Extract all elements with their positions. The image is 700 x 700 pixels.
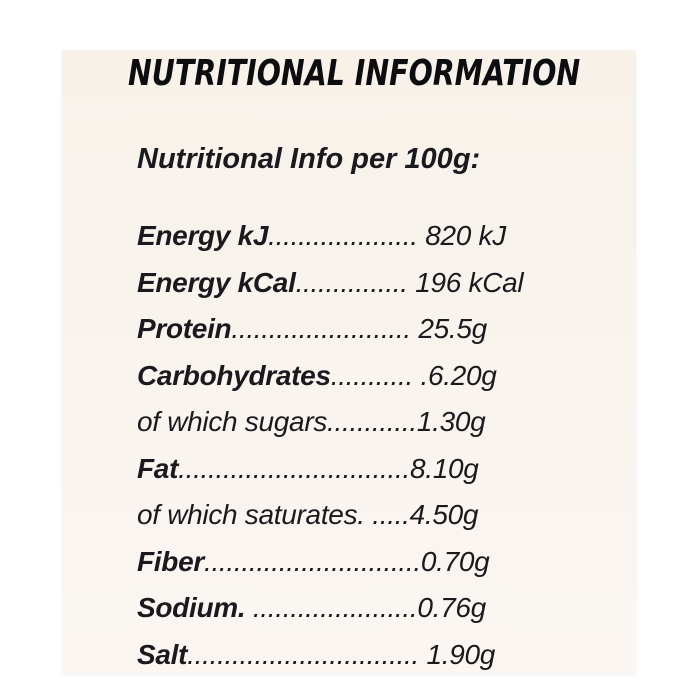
dot-leader: ............ bbox=[327, 406, 417, 437]
nutrient-label: Salt bbox=[137, 638, 188, 670]
table-row-energy-kcal: Energy kCal............... 196 kCal bbox=[137, 260, 616, 307]
nutrient-label: of which sugars bbox=[137, 406, 328, 437]
nutrient-value: 8.10g bbox=[409, 452, 479, 484]
table-row-saturates: of which saturates. .....4.50g bbox=[137, 492, 616, 539]
nutrient-label: Fat bbox=[137, 452, 179, 484]
table-row-carbohydrates: Carbohydrates........... .6.20g bbox=[137, 353, 616, 400]
table-row-sugars: of which sugars............1.30g bbox=[137, 399, 616, 446]
nutrient-label: Carbohydrates bbox=[137, 359, 331, 391]
dot-leader: ............................... bbox=[178, 452, 410, 484]
nutrient-value: 1.30g bbox=[416, 406, 486, 437]
table-row-protein: Protein........................ 25.5g bbox=[137, 306, 616, 353]
nutrient-value: 1.90g bbox=[419, 638, 496, 670]
nutrient-value: 820 kJ bbox=[417, 220, 506, 251]
table-row-fat: Fat...............................8.10g bbox=[137, 446, 616, 493]
dot-leader: ..... bbox=[364, 499, 410, 530]
nutrient-value: 0.70g bbox=[420, 545, 490, 577]
serving-size-subtitle: Nutritional Info per 100g: bbox=[137, 143, 481, 175]
table-row-energy-kj: Energy kJ.................... 820 kJ bbox=[137, 213, 616, 260]
page-title: NUTRITIONAL INFORMATION bbox=[128, 53, 581, 94]
nutrient-label: Fiber bbox=[137, 545, 204, 577]
nutrient-value: 4.50g bbox=[409, 499, 479, 530]
table-row-salt: Salt............................... 1.90… bbox=[137, 632, 616, 679]
table-row-sodium: Sodium. ......................0.76g bbox=[137, 585, 616, 632]
nutrient-value: 196 kCal bbox=[407, 266, 524, 298]
nutrition-label-card: NUTRITIONAL INFORMATION Nutritional Info… bbox=[62, 50, 636, 672]
nutrient-label: Protein bbox=[137, 313, 232, 344]
dot-leader: ............... bbox=[295, 266, 409, 298]
table-row-fiber: Fiber.............................0.70g bbox=[137, 539, 616, 586]
dot-leader: ............................... bbox=[187, 638, 420, 670]
nutrient-label: Sodium. bbox=[137, 592, 246, 623]
dot-leader: ........... bbox=[330, 359, 414, 391]
nutrient-label: of which saturates. bbox=[137, 499, 365, 530]
nutrition-table: Energy kJ.................... 820 kJ Ene… bbox=[137, 213, 616, 678]
dot-leader: ...................... bbox=[245, 592, 418, 623]
nutrient-label: Energy kJ bbox=[137, 220, 269, 251]
nutrient-label: Energy kCal bbox=[137, 266, 296, 298]
nutrient-value: .6.20g bbox=[413, 359, 497, 391]
nutrient-value: 25.5g bbox=[410, 313, 487, 344]
dot-leader: .................... bbox=[268, 220, 418, 251]
nutrient-value: 0.76g bbox=[417, 592, 486, 623]
dot-leader: ............................. bbox=[203, 545, 421, 577]
dot-leader: ........................ bbox=[231, 313, 411, 344]
